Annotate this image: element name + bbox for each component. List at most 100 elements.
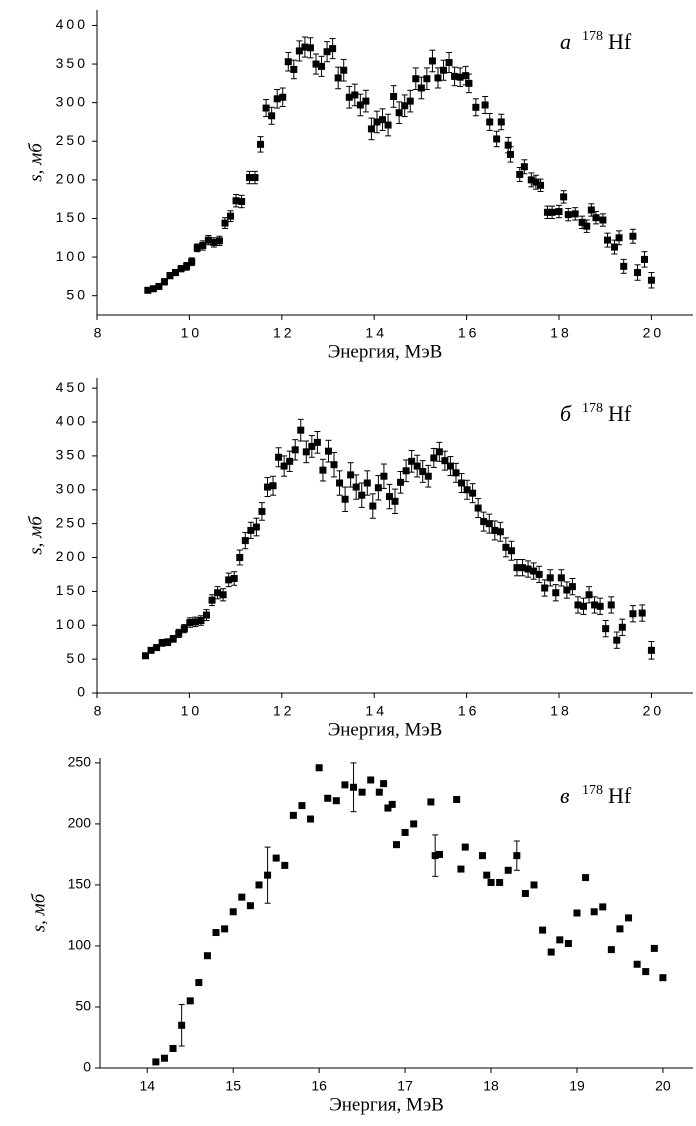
data-point [388, 800, 396, 808]
data-point [153, 644, 161, 652]
data-point [246, 902, 254, 910]
data-point [166, 272, 174, 280]
data-point [402, 467, 410, 475]
data-point [590, 908, 598, 916]
data-point [188, 258, 196, 266]
data-point [618, 623, 626, 631]
x-tick-label: 20 [643, 703, 665, 719]
data-point [390, 92, 398, 100]
data-point [284, 58, 292, 66]
y-tick-label: 100 [56, 616, 88, 632]
data-point [215, 237, 223, 245]
data-point [221, 925, 229, 933]
data-point [546, 574, 554, 582]
data-point [537, 181, 545, 189]
data-point [384, 121, 392, 129]
data-point [474, 504, 482, 512]
data-point [556, 936, 564, 944]
data-point [149, 285, 157, 293]
data-point [634, 269, 642, 277]
data-point [144, 286, 152, 294]
data-point [555, 208, 563, 216]
data-point [413, 462, 421, 470]
data-point [281, 861, 289, 869]
x-tick-label: 18 [483, 1078, 499, 1094]
data-point [557, 574, 565, 582]
data-point [502, 543, 510, 551]
data-point [347, 471, 355, 479]
data-point [341, 495, 349, 503]
data-point [596, 602, 604, 610]
x-tick-label: 14 [139, 1078, 155, 1094]
data-point [204, 236, 212, 244]
data-point [615, 234, 623, 242]
y-axis-label: s, мб [25, 142, 46, 182]
data-point [419, 467, 427, 475]
data-point [483, 871, 491, 879]
annotation-letter: а [560, 29, 571, 54]
data-point [504, 141, 512, 149]
data-point [336, 479, 344, 487]
data-point [493, 135, 501, 143]
data-point [435, 448, 443, 456]
data-point [178, 1021, 186, 1029]
data-point [465, 79, 473, 87]
y-tick-label: 250 [68, 754, 92, 770]
data-point [560, 193, 568, 201]
data-point [516, 170, 524, 178]
data-point [478, 852, 486, 860]
data-point [571, 210, 579, 218]
data-point [345, 93, 353, 101]
data-point [417, 84, 425, 92]
data-point [564, 940, 572, 948]
x-tick-label: 19 [569, 1078, 585, 1094]
data-point [504, 866, 512, 874]
data-point [290, 65, 298, 73]
data-point [155, 282, 163, 290]
data-point [640, 255, 648, 263]
data-point [647, 646, 655, 654]
data-point [229, 908, 237, 916]
data-point [232, 197, 240, 205]
annotation-mass: 178 [582, 401, 603, 416]
data-point [169, 1044, 177, 1052]
data-point [543, 208, 551, 216]
data-point [329, 45, 337, 53]
data-point [238, 197, 246, 205]
data-point [456, 73, 464, 81]
data-point [625, 914, 633, 922]
data-point [451, 72, 459, 80]
x-tick-label: 20 [643, 325, 665, 341]
data-point [520, 163, 528, 171]
data-point [385, 493, 393, 501]
data-point [410, 820, 418, 828]
data-point [358, 491, 366, 499]
data-point [227, 212, 235, 220]
data-point [497, 118, 505, 126]
data-point [219, 591, 227, 599]
data-point [264, 871, 272, 879]
x-tick-label: 16 [458, 325, 480, 341]
data-point [375, 788, 383, 796]
y-tick-label: 150 [56, 582, 88, 598]
annotation-element: Hf [608, 29, 632, 54]
data-point [513, 852, 521, 860]
data-point [280, 462, 288, 470]
data-point [610, 243, 618, 251]
data-point [147, 646, 155, 654]
data-point [582, 874, 590, 882]
data-point [462, 72, 470, 80]
data-point [193, 244, 201, 252]
data-point [160, 1054, 168, 1062]
data-point [393, 841, 400, 849]
data-point [428, 57, 436, 65]
data-point [453, 795, 461, 803]
data-point [650, 944, 658, 952]
data-point [308, 442, 316, 450]
y-tick-label: 150 [68, 876, 92, 892]
data-point [599, 903, 607, 911]
data-point [202, 611, 210, 619]
y-tick-label: 0 [77, 684, 88, 700]
x-tick-label: 18 [550, 325, 572, 341]
data-point [599, 216, 607, 224]
